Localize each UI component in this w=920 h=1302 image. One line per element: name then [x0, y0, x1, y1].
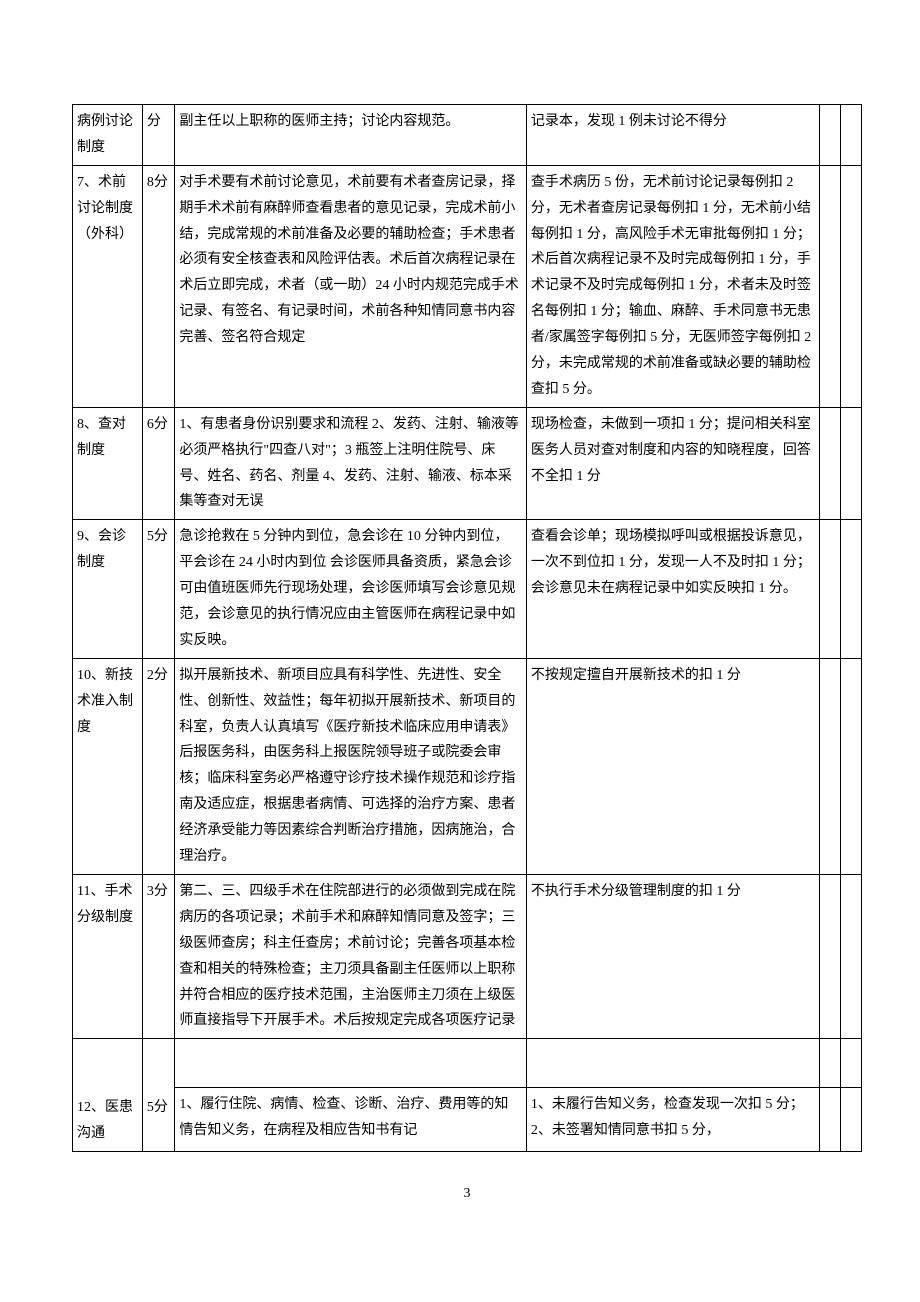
blank-cell [820, 407, 841, 520]
item-name: 12、医患沟通 [73, 1039, 143, 1152]
table-row: 1、履行住院、病情、检查、诊断、治疗、费用等的知情告知义务，在病程及相应告知书有… [73, 1088, 862, 1152]
item-deduction: 不按规定擅自开展新技术的扣 1 分 [526, 658, 819, 874]
blank-cell [841, 105, 862, 166]
item-deduction: 查手术病历 5 份，无术前讨论记录每例扣 2 分，无术者查房记录每例扣 1 分，… [526, 165, 819, 407]
blank-cell [841, 658, 862, 874]
table-row: 11、手术分级制度 3分 第二、三、四级手术在住院部进行的必须做到完成在院病历的… [73, 874, 862, 1038]
item-score: 8分 [142, 165, 175, 407]
table-row: 12、医患沟通 5分 [73, 1039, 862, 1088]
blank-cell [820, 520, 841, 658]
blank-cell [841, 1088, 862, 1152]
item-criteria: 第二、三、四级手术在住院部进行的必须做到完成在院病历的各项记录；术前手术和麻醉知… [175, 874, 526, 1038]
blank-cell [820, 105, 841, 166]
assessment-table: 病例讨论制度 分 副主任以上职称的医师主持；讨论内容规范。 记录本，发现 1 例… [72, 104, 862, 1152]
item-score: 5分 [142, 520, 175, 658]
item-criteria: 拟开展新技术、新项目应具有科学性、先进性、安全性、创新性、效益性；每年初拟开展新… [175, 658, 526, 874]
table-row: 病例讨论制度 分 副主任以上职称的医师主持；讨论内容规范。 记录本，发现 1 例… [73, 105, 862, 166]
item-name: 8、查对制度 [73, 407, 143, 520]
item-deduction: 现场检查，未做到一项扣 1 分；提问相关科室医务人员对查对制度和内容的知晓程度，… [526, 407, 819, 520]
table-row: 10、新技术准入制度 2分 拟开展新技术、新项目应具有科学性、先进性、安全性、创… [73, 658, 862, 874]
item-criteria: 急诊抢救在 5 分钟内到位，急会诊在 10 分钟内到位，平会诊在 24 小时内到… [175, 520, 526, 658]
blank-cell [841, 1039, 862, 1088]
item-score: 3分 [142, 874, 175, 1038]
page-number: 3 [72, 1186, 862, 1202]
item-criteria: 1、履行住院、病情、检查、诊断、治疗、费用等的知情告知义务，在病程及相应告知书有… [175, 1088, 526, 1152]
item-deduction: 不执行手术分级管理制度的扣 1 分 [526, 874, 819, 1038]
blank-cell [526, 1039, 819, 1088]
item-deduction: 1、未履行告知义务，检查发现一次扣 5 分；2、未签署知情同意书扣 5 分， [526, 1088, 819, 1152]
table-row: 8、查对制度 6分 1、有患者身份识别要求和流程 2、发药、注射、输液等必须严格… [73, 407, 862, 520]
blank-cell [820, 165, 841, 407]
blank-cell [841, 520, 862, 658]
item-score: 6分 [142, 407, 175, 520]
blank-cell [820, 658, 841, 874]
item-criteria: 1、有患者身份识别要求和流程 2、发药、注射、输液等必须严格执行"四查八对"；3… [175, 407, 526, 520]
blank-cell [820, 1088, 841, 1152]
item-score: 2分 [142, 658, 175, 874]
blank-cell [841, 165, 862, 407]
table-body: 病例讨论制度 分 副主任以上职称的医师主持；讨论内容规范。 记录本，发现 1 例… [73, 105, 862, 1152]
item-name: 7、术前讨论制度（外科） [73, 165, 143, 407]
item-name: 9、会诊制度 [73, 520, 143, 658]
item-name: 10、新技术准入制度 [73, 658, 143, 874]
blank-cell [175, 1039, 526, 1088]
item-criteria: 对手术要有术前讨论意见，术前要有术者查房记录，择期手术术前有麻醉师查看患者的意见… [175, 165, 526, 407]
table-row: 9、会诊制度 5分 急诊抢救在 5 分钟内到位，急会诊在 10 分钟内到位，平会… [73, 520, 862, 658]
table-row: 7、术前讨论制度（外科） 8分 对手术要有术前讨论意见，术前要有术者查房记录，择… [73, 165, 862, 407]
item-score: 5分 [142, 1039, 175, 1152]
blank-cell [820, 1039, 841, 1088]
item-deduction: 查看会诊单；现场模拟呼叫或根据投诉意见，一次不到位扣 1 分，发现一人不及时扣 … [526, 520, 819, 658]
item-deduction: 记录本，发现 1 例未讨论不得分 [526, 105, 819, 166]
blank-cell [841, 874, 862, 1038]
blank-cell [820, 874, 841, 1038]
item-criteria: 副主任以上职称的医师主持；讨论内容规范。 [175, 105, 526, 166]
item-name: 11、手术分级制度 [73, 874, 143, 1038]
item-score: 分 [142, 105, 175, 166]
blank-cell [841, 407, 862, 520]
item-name: 病例讨论制度 [73, 105, 143, 166]
